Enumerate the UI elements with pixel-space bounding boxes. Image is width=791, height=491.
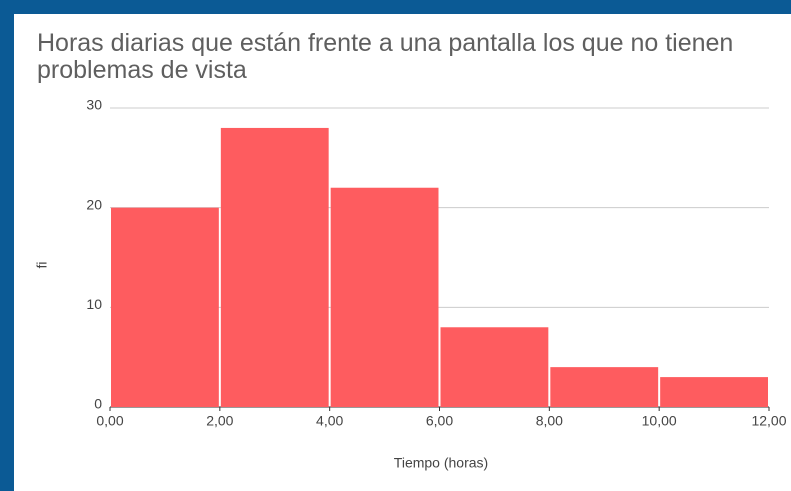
bar [111,207,219,407]
y-tick-label: 30 [86,97,102,113]
x-tick-label: 12,00 [751,413,786,429]
bar [550,367,659,407]
y-tick-label: 0 [94,396,102,412]
x-tick-label: 6,00 [426,413,453,429]
y-tick-label: 10 [86,296,102,312]
x-axis-label: Tiempo (horas) [394,455,488,471]
x-tick-label: 10,00 [642,413,677,429]
x-tick-label: 0,00 [96,413,123,429]
bar [330,187,439,407]
bar [220,127,329,407]
chart-title: Horas diarias que están frente a una pan… [37,29,734,84]
x-tick-label: 2,00 [206,413,233,429]
y-tick-label: 20 [86,196,102,212]
x-tick-label: 4,00 [316,413,343,429]
bar [660,377,768,407]
bar [440,327,549,407]
x-tick-label: 8,00 [536,413,563,429]
y-axis-label: fi [34,262,50,269]
